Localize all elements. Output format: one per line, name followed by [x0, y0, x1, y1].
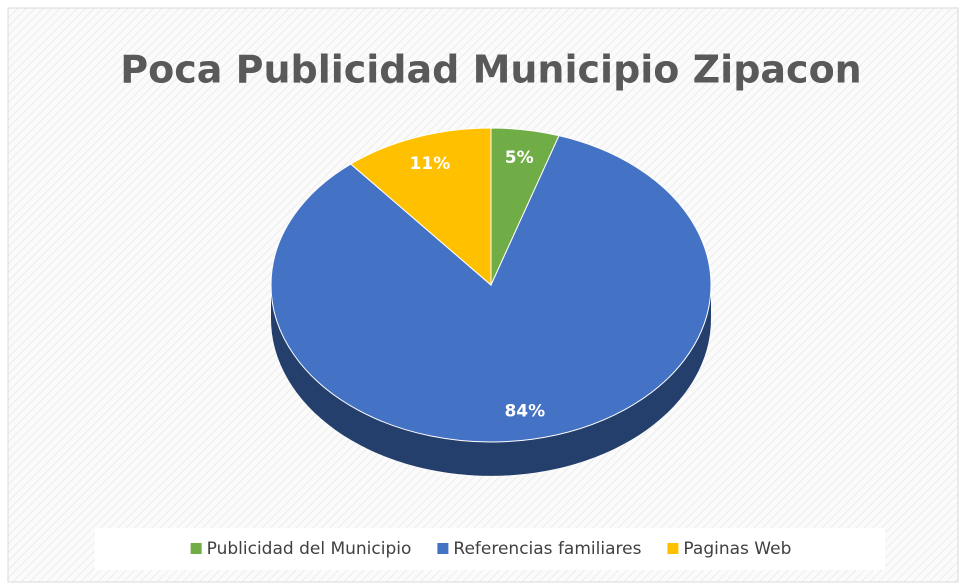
data-label: 5%	[505, 148, 534, 168]
data-label: 11%	[410, 154, 451, 174]
legend-swatch	[667, 543, 679, 554]
legend-swatch	[437, 543, 449, 554]
legend-label: Publicidad del Municipio	[207, 539, 412, 559]
legend-label: Paginas Web	[683, 539, 791, 559]
legend-label: Referencias familiares	[453, 539, 641, 559]
data-label: 84%	[504, 401, 545, 421]
pie-slice	[270, 135, 712, 443]
pie-slice	[349, 127, 492, 287]
legend-background	[95, 528, 885, 570]
pie-side	[271, 285, 711, 476]
chart-title: Poca Publicidad Municipio Zipacon	[120, 48, 862, 92]
legend-swatch	[190, 543, 202, 554]
